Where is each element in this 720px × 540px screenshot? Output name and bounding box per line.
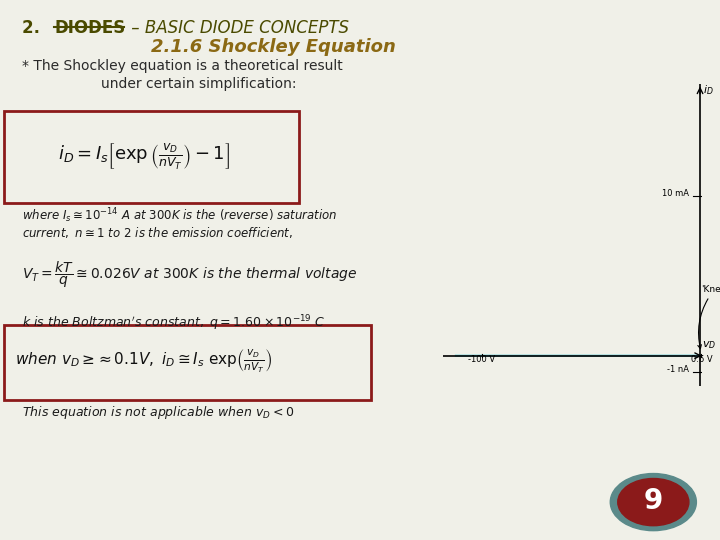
FancyBboxPatch shape <box>4 325 371 400</box>
Text: 2.: 2. <box>22 19 45 37</box>
Text: 10 mA: 10 mA <box>662 188 689 198</box>
Text: 9: 9 <box>644 487 663 515</box>
Circle shape <box>611 474 696 531</box>
Text: $\it{current,}\ n \cong \it{1\ to\ 2\ is\ the\ emission\ coefficient,}$: $\it{current,}\ n \cong \it{1\ to\ 2\ is… <box>22 225 292 240</box>
Text: $i_D = I_s\left[\exp\left(\frac{v_D}{nV_T}\right) - 1\right]$: $i_D = I_s\left[\exp\left(\frac{v_D}{nV_… <box>58 140 230 171</box>
Text: 0.6 V: 0.6 V <box>690 355 712 364</box>
Text: -100 V: -100 V <box>469 355 495 364</box>
Text: $\it{when}\ v_D \geq\!\approx 0.1V,\ i_D \cong I_s\ \exp\!\left(\frac{v_D}{nV_T}: $\it{when}\ v_D \geq\!\approx 0.1V,\ i_D… <box>15 348 273 375</box>
Circle shape <box>618 478 689 526</box>
Text: $\it{k\ is\ the\ Boltzman's\ constant,\ q = 1.60 \times 10^{-19}\ C}$: $\it{k\ is\ the\ Boltzman's\ constant,\ … <box>22 313 325 333</box>
Text: $i_D$: $i_D$ <box>703 83 714 97</box>
Text: * The Shockley equation is a theoretical result: * The Shockley equation is a theoretical… <box>22 59 342 73</box>
Text: – BASIC DIODE CONCEPTS: – BASIC DIODE CONCEPTS <box>126 19 349 37</box>
Text: -1 nA: -1 nA <box>667 364 689 374</box>
Text: $V_T = \dfrac{kT}{q} \cong 0.026V\ \it{at\ 300K\ is\ the\ thermal\ voltage}$: $V_T = \dfrac{kT}{q} \cong 0.026V\ \it{a… <box>22 259 357 289</box>
Text: $v_D$: $v_D$ <box>702 339 716 350</box>
FancyBboxPatch shape <box>4 111 299 202</box>
Text: $\it{where}\ I_s \cong 10^{-14}\ \it{A\ at\ 300K\ is\ the\ (reverse)\ saturation: $\it{where}\ I_s \cong 10^{-14}\ \it{A\ … <box>22 206 337 225</box>
Text: DIODES: DIODES <box>54 19 125 37</box>
Text: 2.1.6 Shockley Equation: 2.1.6 Shockley Equation <box>151 38 396 56</box>
Text: under certain simplification:: under certain simplification: <box>101 77 297 91</box>
Text: $\it{This\ equation\ is\ not\ applicable\ when}\ v_D < 0$: $\it{This\ equation\ is\ not\ applicable… <box>22 404 294 421</box>
Text: 'Knee': 'Knee' <box>698 285 720 349</box>
